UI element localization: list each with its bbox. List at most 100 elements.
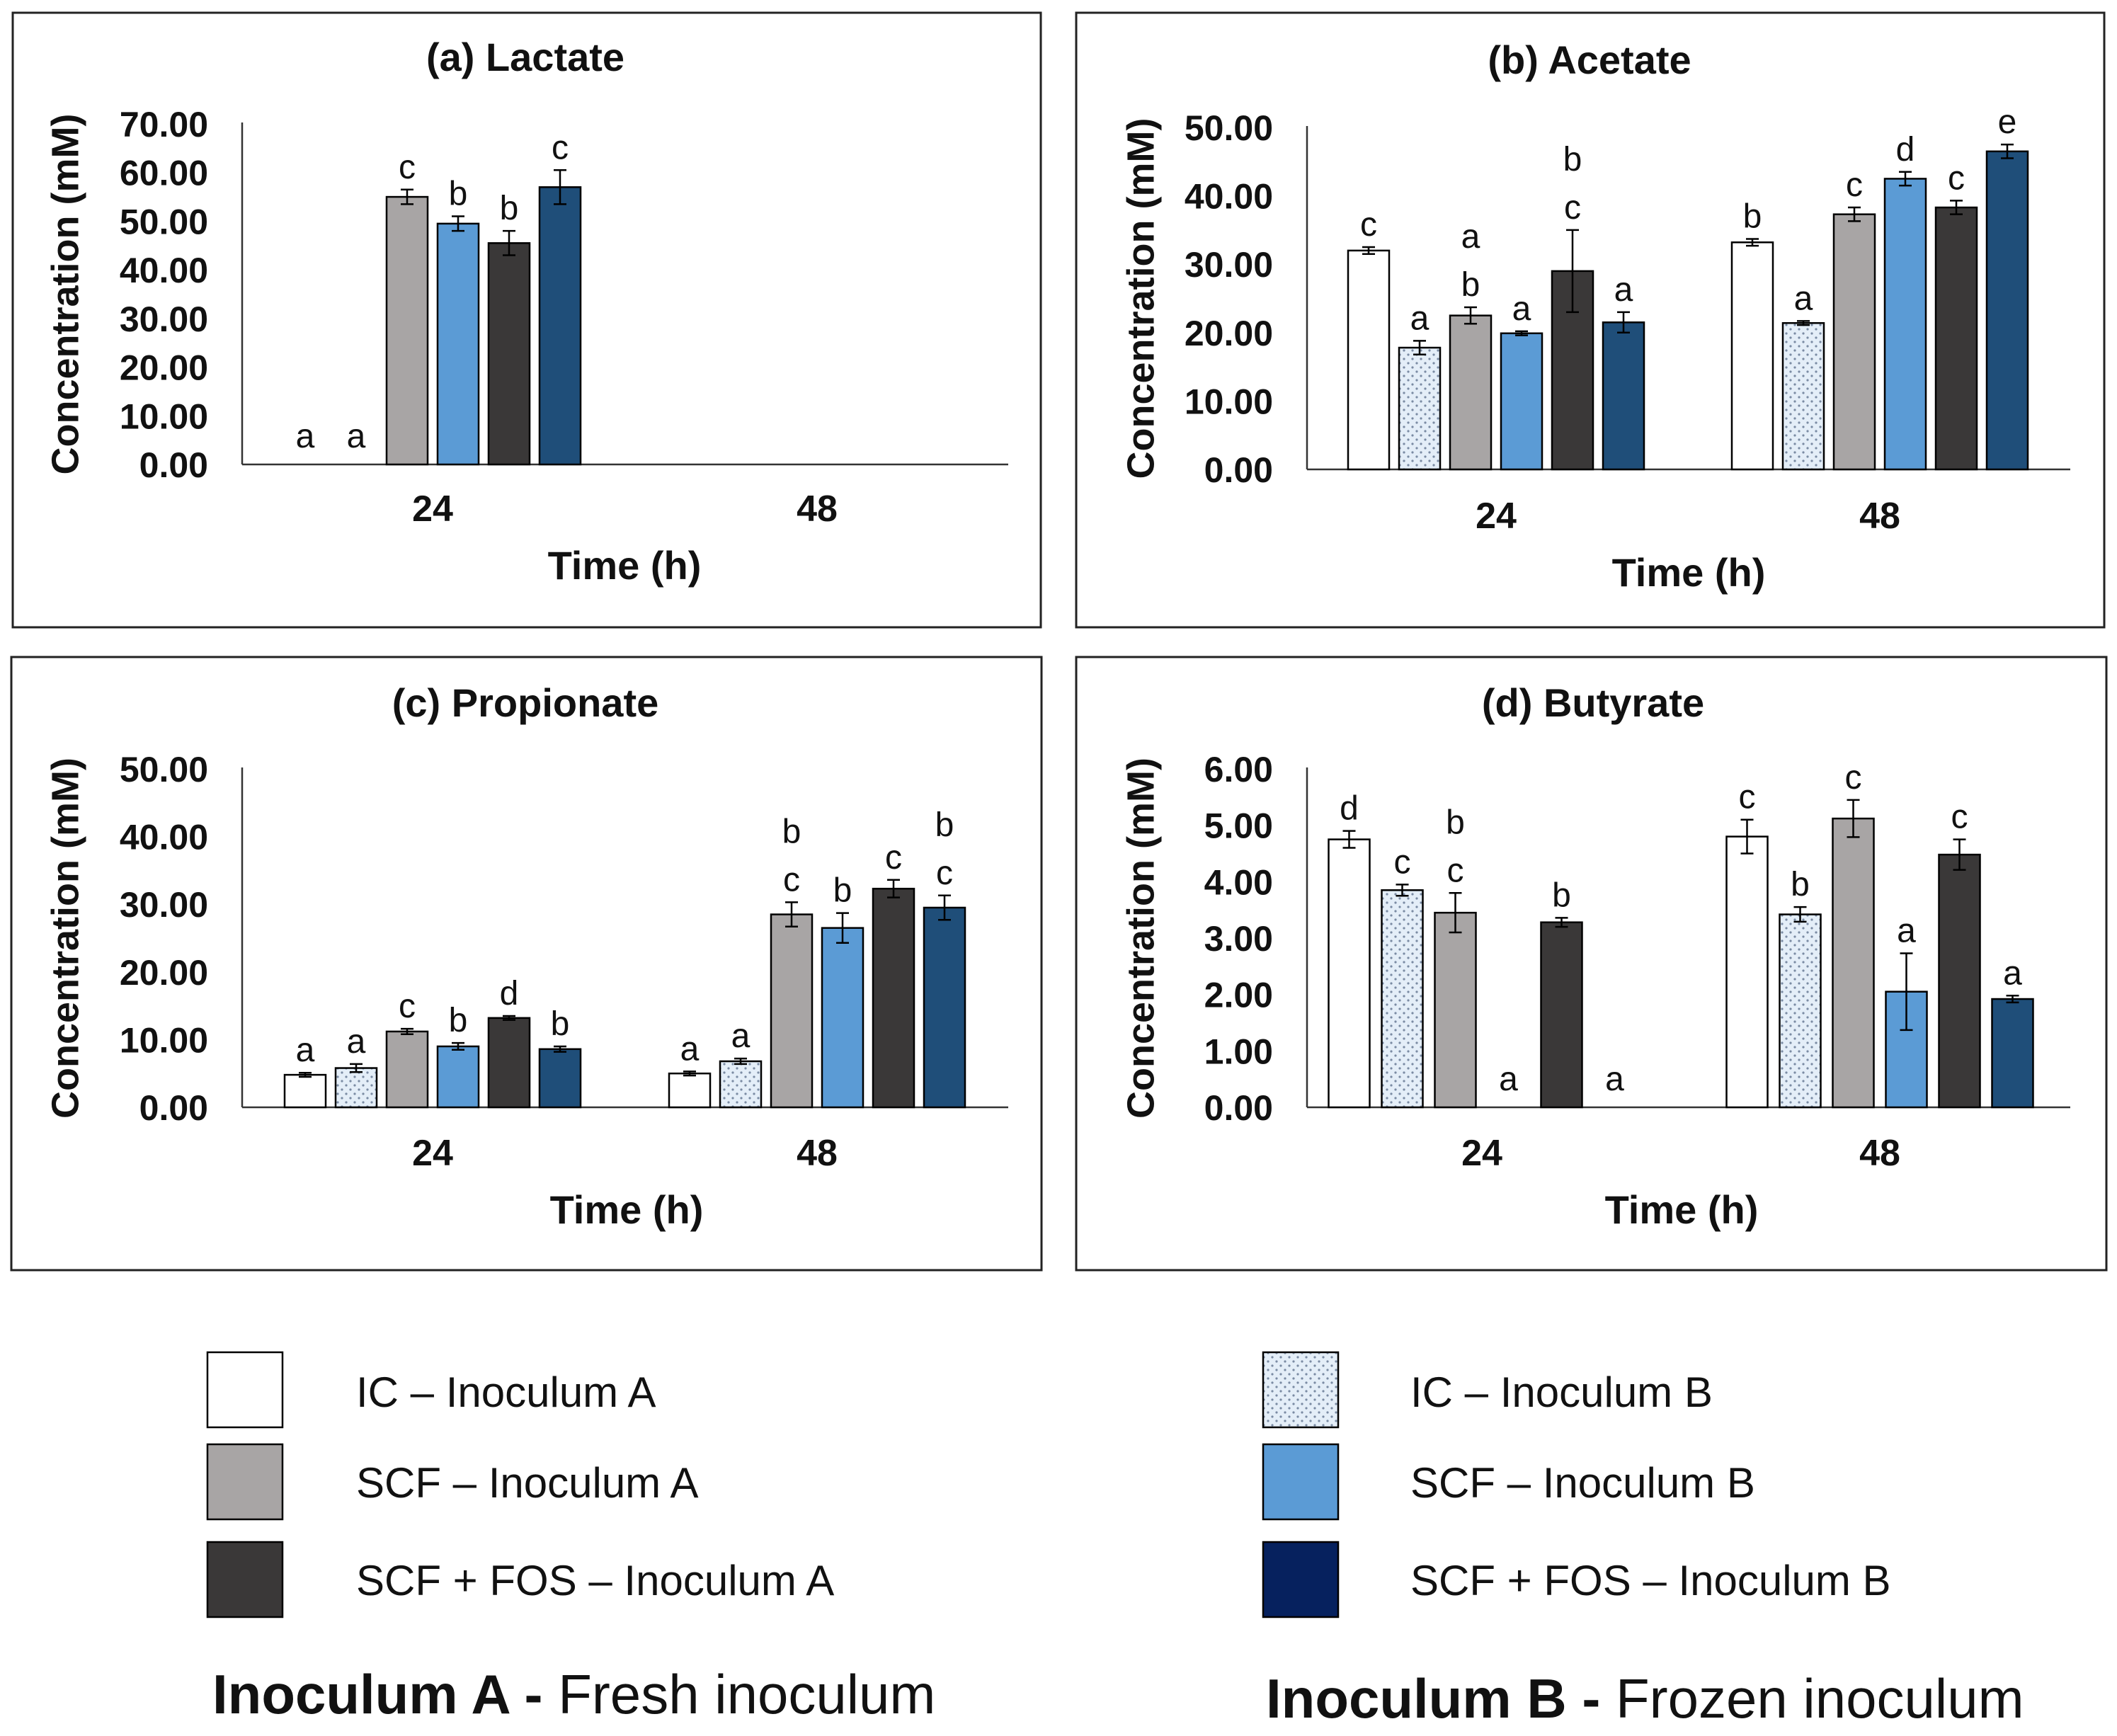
legend-label-ic-b: IC – Inoculum B [1410, 1369, 1713, 1416]
sig-letter: a [1499, 1061, 1518, 1098]
footer-a-bold: Inoculum A - [212, 1663, 558, 1725]
y-tick-label: 30.00 [120, 299, 208, 339]
y-tick-label: 4.00 [1204, 862, 1273, 902]
sig-letter: c [399, 988, 416, 1025]
bar-ic-b-24h [1381, 889, 1424, 1109]
y-tick-label: 10.00 [120, 396, 208, 436]
sig-letter: a [1461, 218, 1480, 256]
x-tick-label-48: 48 [1859, 496, 1900, 537]
y-axis-label: Concentration (mM) [1119, 118, 1162, 479]
x-tick-label-48: 48 [797, 1133, 838, 1174]
sig-letter: c [1739, 779, 1756, 816]
legend-label-ic-a: IC – Inoculum A [356, 1369, 656, 1416]
bar-scf-b-48h [1883, 178, 1927, 471]
y-tick-label: 2.00 [1204, 976, 1273, 1015]
sig-letter: b [551, 1005, 570, 1043]
chart-title: (a) Lactate [426, 35, 624, 79]
sig-letter: c [1564, 189, 1581, 227]
y-tick-label: 40.00 [1185, 177, 1273, 217]
sig-letter: d [1340, 790, 1359, 828]
bar-fos-b-48h [1991, 998, 2034, 1109]
sig-letter: b [449, 1002, 468, 1039]
sig-letter: b [449, 176, 468, 213]
legend-swatch-fos-b [1262, 1541, 1340, 1618]
sig-letter: a [347, 1023, 366, 1061]
sig-letter: c [783, 861, 800, 898]
sig-letter: c [1948, 159, 1965, 197]
bar-fos-b-24h [538, 1048, 582, 1109]
x-axis-label: Time (h) [548, 543, 702, 588]
bar-scf-a-48h [1832, 213, 1876, 471]
bar-fos-b-48h [923, 906, 966, 1109]
sig-letter: a [296, 418, 315, 455]
bar-ic-b-48h [1781, 322, 1825, 471]
y-tick-label: 70.00 [120, 105, 208, 144]
legend-label-fos-b: SCF + FOS – Inoculum B [1410, 1557, 1891, 1604]
sig-letter: c [399, 149, 416, 186]
bar-ic-b-48h [719, 1060, 763, 1109]
x-axis-label: Time (h) [550, 1187, 704, 1232]
sig-letter: b [1563, 141, 1582, 178]
y-tick-label: 0.00 [139, 445, 208, 485]
sig-letter: d [1896, 131, 1915, 169]
y-tick-label: 0.00 [1204, 450, 1273, 490]
sig-letter: c [552, 129, 569, 166]
y-axis-label: Concentration (mM) [44, 114, 86, 475]
sig-letter: c [885, 839, 902, 876]
panel-acetate: (b) Acetate Concentration (mM) 0.00 10.00 20… [1075, 11, 2106, 629]
y-tick-label: 3.00 [1204, 919, 1273, 959]
bar-scf-b-48h [821, 927, 865, 1109]
y-tick-label: 50.00 [120, 202, 208, 241]
y-axis-label: Concentration (mM) [1119, 758, 1162, 1119]
sig-letter: a [1512, 290, 1531, 328]
sig-letter: b [1446, 804, 1465, 841]
sig-letter: b [782, 813, 801, 850]
bar-fos-b-24h [1602, 321, 1645, 471]
chart-title: (d) Butyrate [1482, 680, 1704, 725]
footer-inoculum-a: Inoculum A - Fresh inoculum [212, 1663, 935, 1725]
y-tick-label: 30.00 [120, 885, 208, 925]
x-tick-label-24: 24 [1476, 496, 1517, 537]
sig-letter: a [1897, 913, 1916, 950]
sig-letter: c [1394, 843, 1411, 881]
y-tick-label: 6.00 [1204, 750, 1273, 789]
footer-b-rest: Frozen inoculum [1616, 1667, 2024, 1730]
panel-frame [10, 656, 1043, 1272]
panel-propionate: (c) Propionate Concentration (mM) 0.00 10.0… [10, 656, 1043, 1272]
sig-letter: c [1846, 166, 1863, 204]
chart-title: (c) Propionate [392, 680, 658, 725]
footer-b-bold: Inoculum B - [1266, 1667, 1616, 1730]
footer-inoculum-b: Inoculum B - Frozen inoculum [1266, 1667, 2024, 1730]
sig-letter: a [680, 1030, 700, 1068]
y-tick-label: 0.00 [139, 1088, 208, 1128]
sig-letter: a [347, 418, 366, 455]
sig-letter: c [1447, 852, 1464, 889]
chart-title: (b) Acetate [1488, 38, 1691, 82]
bar-scf-b-24h [436, 222, 480, 466]
legend-swatch-scf-a [206, 1443, 284, 1521]
bar-fos-a-48h [1934, 206, 1978, 471]
y-tick-label: 10.00 [1185, 382, 1273, 421]
bar-scf-a-48h [770, 913, 814, 1109]
bar-ic-a-48h [668, 1072, 712, 1109]
bar-ic-b-24h [1398, 346, 1442, 471]
bar-scf-a-48h [1832, 817, 1875, 1109]
sig-letter: a [2003, 954, 2022, 992]
bar-scf-b-24h [1500, 332, 1543, 471]
bar-scf-a-24h [1449, 314, 1493, 471]
legend-swatch-ic-b [1262, 1351, 1340, 1429]
sig-letter: c [1845, 759, 1862, 796]
sig-letter: b [1743, 198, 1762, 235]
y-axis-label: Concentration (mM) [44, 758, 86, 1119]
bar-scf-a-24h [385, 1030, 429, 1109]
sig-letter: a [1410, 299, 1430, 337]
x-tick-label-48: 48 [797, 489, 838, 530]
legend-label-scf-b: SCF – Inoculum B [1410, 1459, 1755, 1507]
x-axis-label: Time (h) [1612, 550, 1766, 595]
bar-fos-a-24h [487, 1017, 531, 1109]
bar-fos-b-24h [538, 186, 582, 466]
sig-letter: a [731, 1017, 751, 1055]
sig-letter: e [1998, 103, 2017, 141]
x-axis-label: Time (h) [1605, 1187, 1759, 1232]
bar-scf-b-24h [436, 1045, 480, 1109]
